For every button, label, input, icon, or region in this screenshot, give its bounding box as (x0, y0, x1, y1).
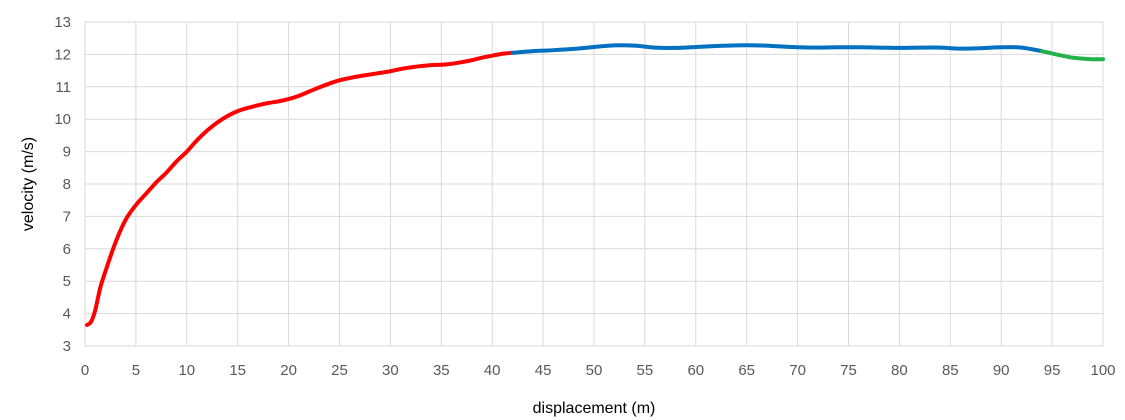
series-lines (85, 43, 1105, 327)
y-tick-label: 3 (63, 338, 71, 355)
y-tick-label: 9 (63, 144, 71, 161)
x-tick-label: 50 (586, 362, 603, 379)
x-tick-label: 90 (993, 362, 1010, 379)
x-tick-label: 55 (637, 362, 654, 379)
x-tick-label: 95 (1044, 362, 1061, 379)
y-tick-label: 4 (63, 306, 71, 323)
x-tick-label: 10 (178, 362, 195, 379)
series-line-3 (1039, 49, 1105, 62)
x-tick-label: 75 (840, 362, 857, 379)
y-tick-label: 11 (55, 79, 71, 96)
x-axis-title: displacement (m) (533, 400, 656, 417)
x-tick-label: 20 (280, 362, 297, 379)
x-tick-label: 70 (789, 362, 806, 379)
y-tick-label: 5 (63, 273, 71, 290)
x-tick-label: 25 (331, 362, 348, 379)
y-tick-label: 10 (54, 111, 71, 128)
x-tick-label: 45 (535, 362, 552, 379)
x-tick-label: 5 (132, 362, 140, 379)
y-axis-tick-labels: 3 4 5 6 7 8 9 10 11 12 13 (54, 14, 71, 355)
y-tick-label: 12 (54, 46, 71, 63)
x-tick-label: 40 (484, 362, 501, 379)
y-tick-label: 6 (63, 241, 71, 258)
y-tick-label: 7 (63, 208, 71, 225)
x-tick-label: 80 (891, 362, 908, 379)
x-tick-label: 0 (81, 362, 89, 379)
x-tick-label: 85 (942, 362, 959, 379)
x-axis-tick-labels: 0 5 10 15 20 25 30 35 40 45 50 55 60 65 70 75 80 85 90 95 10… (81, 362, 1116, 379)
y-tick-label: 13 (54, 14, 71, 31)
x-tick-label: 35 (433, 362, 450, 379)
x-tick-label: 30 (382, 362, 399, 379)
y-axis-title: velocity (m/s) (20, 137, 37, 231)
series-line-1 (85, 50, 515, 327)
series-line-2 (510, 43, 1044, 55)
x-tick-label: 65 (738, 362, 755, 379)
x-tick-label: 60 (687, 362, 704, 379)
x-tick-label: 15 (229, 362, 246, 379)
y-tick-label: 8 (63, 176, 71, 193)
plot-area-border (84, 21, 1104, 347)
grid-lines (84, 21, 1104, 347)
x-tick-label: 100 (1090, 362, 1115, 379)
